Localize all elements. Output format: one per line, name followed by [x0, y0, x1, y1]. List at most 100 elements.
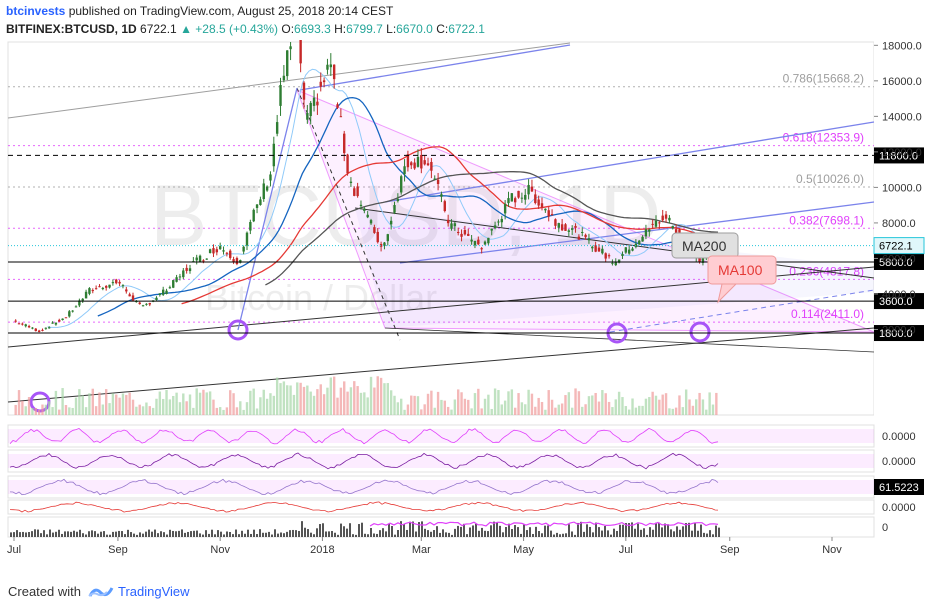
candle[interactable] — [470, 234, 473, 245]
candle[interactable] — [624, 246, 628, 254]
candle[interactable] — [467, 228, 470, 237]
candle[interactable] — [627, 245, 631, 255]
candle[interactable] — [520, 192, 524, 203]
candle[interactable] — [544, 208, 547, 213]
candle[interactable] — [413, 158, 416, 170]
candle[interactable] — [249, 219, 252, 235]
candle[interactable] — [389, 216, 393, 230]
candle[interactable] — [359, 200, 363, 210]
candle[interactable] — [115, 278, 118, 285]
candle[interactable] — [453, 221, 457, 231]
candle[interactable] — [312, 90, 316, 112]
candle[interactable] — [145, 303, 148, 306]
candle[interactable] — [567, 228, 571, 237]
candle[interactable] — [483, 240, 487, 246]
candle[interactable] — [349, 177, 353, 187]
candle[interactable] — [94, 285, 98, 290]
candle[interactable] — [534, 189, 537, 205]
candle[interactable] — [61, 318, 64, 321]
candle[interactable] — [668, 215, 671, 224]
candle[interactable] — [581, 227, 584, 237]
candle[interactable] — [423, 155, 426, 166]
candle[interactable] — [577, 234, 581, 240]
candle[interactable] — [229, 249, 232, 260]
candle[interactable] — [282, 65, 286, 83]
candle[interactable] — [503, 200, 507, 220]
candle[interactable] — [416, 149, 420, 168]
candle[interactable] — [480, 247, 483, 254]
candle[interactable] — [279, 77, 282, 116]
candle[interactable] — [306, 104, 309, 124]
candle[interactable] — [369, 218, 373, 225]
candle[interactable] — [638, 239, 641, 245]
trendline[interactable] — [354, 207, 875, 279]
candle[interactable] — [64, 317, 68, 319]
ma20-line[interactable] — [47, 68, 719, 328]
candle[interactable] — [661, 209, 664, 223]
ma100-line[interactable] — [181, 146, 719, 305]
candle[interactable] — [185, 264, 188, 274]
indicator-pane[interactable]: 0.0000 — [7, 424, 916, 448]
candle[interactable] — [104, 285, 108, 291]
candle[interactable] — [477, 236, 480, 246]
candle[interactable] — [289, 42, 292, 61]
trendline[interactable] — [7, 42, 571, 119]
candle[interactable] — [48, 326, 51, 329]
candle[interactable] — [68, 310, 71, 318]
ma100-callout[interactable]: MA100 — [707, 255, 777, 304]
candle[interactable] — [302, 81, 306, 109]
candle[interactable] — [433, 175, 436, 181]
candle[interactable] — [497, 219, 500, 226]
candle[interactable] — [510, 192, 514, 202]
candle[interactable] — [121, 284, 125, 289]
candle[interactable] — [403, 159, 406, 182]
candle[interactable] — [487, 237, 490, 245]
candle[interactable] — [218, 242, 222, 250]
candle[interactable] — [430, 157, 433, 179]
candle[interactable] — [440, 191, 443, 203]
candle[interactable] — [235, 256, 239, 266]
candle[interactable] — [265, 185, 269, 192]
candle[interactable] — [557, 222, 560, 233]
candle[interactable] — [17, 322, 21, 325]
candle[interactable] — [674, 224, 678, 234]
candle[interactable] — [245, 231, 249, 251]
candle[interactable] — [101, 286, 105, 291]
candle[interactable] — [252, 208, 255, 223]
candle[interactable] — [383, 241, 386, 250]
candle[interactable] — [376, 228, 379, 244]
ma200-line[interactable] — [265, 171, 719, 286]
candle[interactable] — [426, 157, 430, 167]
candle[interactable] — [202, 259, 205, 264]
candle[interactable] — [406, 150, 410, 172]
candle[interactable] — [225, 251, 229, 257]
highlight-circle-marker[interactable] — [227, 319, 249, 341]
candle[interactable] — [319, 72, 322, 92]
candle[interactable] — [400, 174, 403, 195]
candle[interactable] — [658, 221, 661, 229]
candle[interactable] — [332, 64, 336, 89]
candle[interactable] — [88, 287, 91, 296]
candle[interactable] — [604, 252, 607, 263]
candle[interactable] — [329, 53, 333, 76]
candle[interactable] — [363, 206, 366, 214]
candle[interactable] — [339, 108, 343, 118]
candle[interactable] — [21, 322, 24, 326]
candle[interactable] — [172, 279, 175, 289]
tradingview-brand[interactable]: TradingView — [118, 584, 190, 599]
candle[interactable] — [148, 302, 151, 307]
candle[interactable] — [517, 190, 520, 199]
candle[interactable] — [118, 280, 121, 287]
candle[interactable] — [98, 284, 101, 288]
candle[interactable] — [44, 327, 48, 330]
candle[interactable] — [188, 264, 192, 274]
candle[interactable] — [316, 93, 319, 115]
trendline[interactable] — [296, 87, 401, 341]
candle[interactable] — [34, 328, 37, 332]
candle[interactable] — [208, 248, 212, 254]
candle[interactable] — [530, 179, 534, 193]
candle[interactable] — [215, 246, 219, 256]
candle[interactable] — [242, 245, 245, 255]
candle[interactable] — [255, 203, 259, 214]
candle[interactable] — [607, 253, 611, 259]
